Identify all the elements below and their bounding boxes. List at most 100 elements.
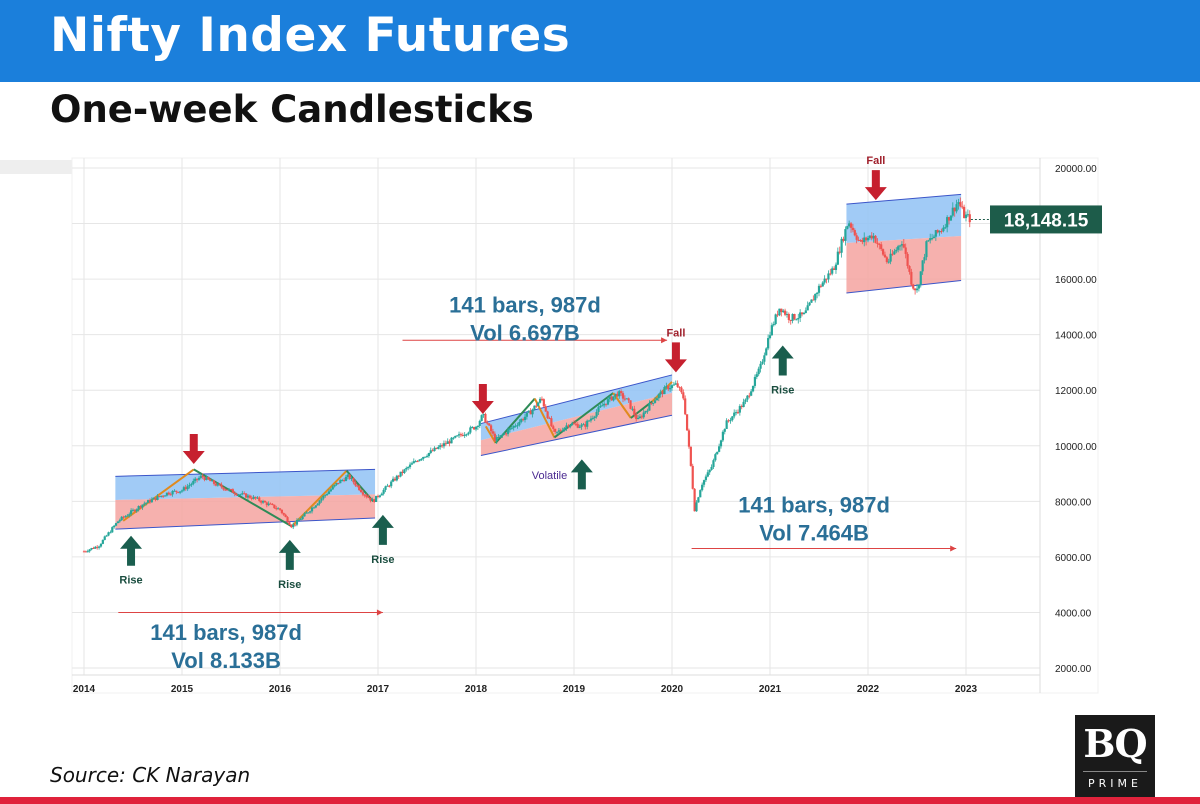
candle-body: [105, 535, 108, 537]
candle-body: [908, 266, 911, 272]
candle-body: [702, 480, 706, 485]
candle-body: [435, 447, 438, 449]
x-tick-label: 2018: [465, 684, 488, 695]
candle-body: [940, 230, 943, 232]
candle-body: [358, 485, 361, 491]
candle-body: [959, 202, 962, 207]
candle-body: [874, 235, 877, 243]
candle-body: [744, 399, 747, 402]
candle-body: [246, 495, 250, 498]
candle-body: [878, 243, 881, 245]
candle-body: [427, 452, 430, 457]
candle-body: [587, 420, 591, 422]
candle-body: [917, 284, 920, 289]
candle-body: [248, 495, 251, 498]
candle-body: [280, 509, 283, 514]
candle-body: [652, 402, 655, 404]
candle-body: [838, 251, 841, 253]
candle-body: [501, 434, 504, 436]
candle-body: [697, 497, 700, 503]
candle-body: [601, 405, 604, 407]
candle-body: [160, 495, 163, 497]
candle-body: [812, 299, 815, 301]
candle-body: [352, 477, 355, 483]
rise-label: Rise: [771, 384, 794, 396]
candle-body: [131, 509, 135, 511]
candle-body: [947, 217, 951, 221]
x-axis: 2014 2015 2016 2017 2018 2019 2020 2021 2022 2023: [73, 684, 978, 695]
channel-bottom-line: [115, 517, 376, 530]
candle-body: [876, 242, 879, 244]
candle-body: [150, 499, 153, 503]
candle-body: [848, 223, 851, 227]
candle-body: [576, 424, 579, 428]
candle-body: [774, 314, 777, 325]
candle-body: [88, 549, 91, 552]
candle-body: [489, 425, 493, 432]
candle-body: [397, 475, 400, 477]
candle-body: [523, 416, 527, 421]
candle-body: [254, 496, 257, 499]
range-arrowhead-icon: [950, 545, 957, 552]
candle-body: [942, 227, 945, 232]
channel-bottom-line: [480, 414, 673, 456]
x-tick-label: 2022: [857, 684, 880, 695]
candle-body: [480, 415, 483, 422]
candle-body: [128, 514, 131, 516]
candle-body: [126, 515, 129, 517]
x-tick-label: 2021: [759, 684, 782, 695]
candle-body: [736, 412, 740, 414]
candle-body: [493, 433, 496, 441]
candle-body: [180, 490, 184, 492]
candle-body: [636, 417, 640, 420]
candle-body: [964, 214, 968, 219]
candle-body: [763, 355, 766, 362]
candle-body: [900, 244, 904, 246]
channel-lower-band: [846, 236, 962, 293]
candle-body: [195, 478, 199, 480]
candle-body: [842, 238, 845, 241]
x-tick-label: 2019: [563, 684, 586, 695]
candle-body: [653, 400, 657, 403]
candle-body: [156, 496, 159, 500]
candle-body: [569, 425, 572, 427]
candle-body: [169, 494, 172, 496]
candle-body: [872, 235, 875, 239]
candle-body: [446, 441, 449, 444]
candle-body: [465, 434, 468, 436]
candle-body: [672, 384, 675, 386]
candle-body: [290, 524, 293, 528]
candle-body: [650, 402, 653, 404]
candle-body: [821, 282, 824, 287]
candle-body: [961, 206, 964, 208]
candle-body: [699, 490, 702, 498]
candle-body: [478, 421, 481, 426]
candle-body: [143, 503, 146, 505]
candle-body: [363, 494, 366, 496]
candle-body: [912, 284, 915, 289]
candle-body: [373, 499, 376, 502]
candle-body: [495, 437, 498, 441]
candle-body: [531, 409, 534, 415]
candle-body: [162, 495, 165, 497]
candle-body: [770, 325, 773, 336]
candle-body: [693, 488, 696, 512]
candle-body: [537, 402, 540, 407]
x-tick-label: 2015: [171, 684, 194, 695]
candle-body: [331, 486, 334, 490]
candle-body: [235, 494, 238, 496]
pattern-line: [612, 392, 632, 419]
candle-body: [457, 434, 461, 436]
candle-body: [241, 493, 244, 495]
candle-body: [508, 428, 512, 430]
y-tick-label: 4000.00: [1055, 608, 1092, 619]
candle-body: [542, 399, 545, 407]
candle-body: [814, 293, 817, 301]
candle-body: [584, 424, 587, 427]
candle-body: [310, 507, 314, 512]
candle-body: [955, 204, 958, 212]
candle-body: [261, 501, 265, 503]
candle-body: [929, 238, 932, 241]
candle-body: [780, 308, 783, 313]
candle-body: [425, 456, 429, 458]
